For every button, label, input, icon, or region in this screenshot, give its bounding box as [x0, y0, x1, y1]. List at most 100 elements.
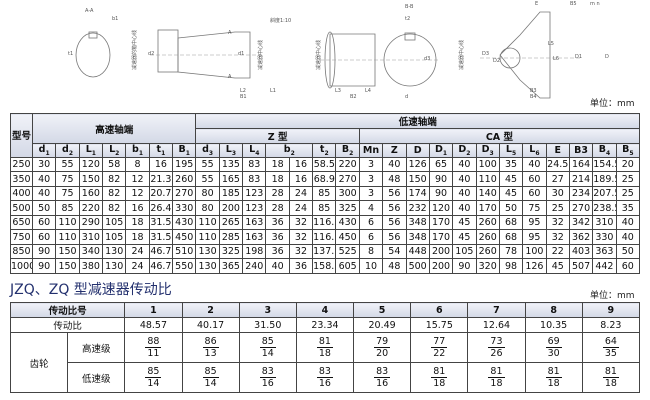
- ca-type-header: CA 型: [358, 128, 641, 144]
- subscript: 1: [45, 149, 50, 157]
- value-cell: 50: [615, 243, 641, 260]
- value-cell: 40: [31, 171, 57, 187]
- column-header-b1: B1: [172, 143, 197, 158]
- main-unit-label: 单位：mm: [590, 99, 635, 109]
- value-cell: 135: [218, 156, 244, 173]
- value-cell: 60: [522, 171, 547, 187]
- subscript: 1: [138, 149, 144, 157]
- value-cell: 165: [218, 171, 244, 187]
- value-cell: 36: [265, 243, 290, 260]
- value-cell: 130: [102, 243, 127, 260]
- value-cell: 200: [428, 243, 454, 260]
- value-cell: 4: [358, 200, 384, 216]
- z-type-header: Z 型: [195, 128, 360, 144]
- numerator: 79: [374, 336, 391, 348]
- value-cell: 137.5: [312, 243, 337, 260]
- value-cell: 442: [592, 258, 617, 274]
- diagram-label: t2: [405, 16, 410, 22]
- value-cell: 150: [405, 171, 430, 187]
- value-cell: 110: [195, 214, 220, 231]
- diagram-label: D3: [482, 51, 489, 57]
- centerline-label: 减速器中心线: [458, 40, 465, 70]
- subscript: 2: [115, 149, 120, 157]
- value-cell: 82: [102, 200, 127, 216]
- value-cell: 40: [265, 258, 290, 274]
- high-stage-teeth: 81 18: [295, 332, 355, 363]
- value-cell: 20.7: [148, 185, 174, 202]
- high-stage-teeth: 77 22: [410, 332, 469, 363]
- value-cell: 85: [312, 200, 337, 216]
- subscript: 2: [324, 149, 329, 157]
- table-row: 750 60 110 310 105 18 31.5 450 110 285 163 36 32 116.…: [10, 229, 641, 245]
- column-header-d3: d3: [195, 143, 220, 158]
- value-cell: 68.9: [312, 171, 337, 187]
- value-cell: 265: [218, 214, 244, 231]
- column-header-d2: d2: [55, 143, 80, 158]
- value-cell: 260: [172, 171, 197, 187]
- diagram-label: d2: [148, 51, 154, 57]
- value-cell: 55: [55, 156, 80, 173]
- value-cell: 450: [335, 229, 360, 245]
- low-speed-header: 低速轴端: [195, 113, 640, 129]
- diagram-label: B-B: [405, 4, 414, 10]
- value-cell: 24: [125, 258, 150, 274]
- value-cell: 48: [382, 258, 407, 274]
- value-cell: 16: [148, 156, 174, 173]
- value-cell: 65: [428, 156, 454, 173]
- column-header-l2: L2: [102, 143, 127, 158]
- teeth-fraction: 88 11: [145, 336, 162, 359]
- model-cell: 500: [10, 200, 33, 216]
- value-cell: 310: [592, 214, 617, 231]
- denominator: 18: [547, 378, 560, 389]
- value-cell: 123: [242, 200, 267, 216]
- value-cell: 238.5: [592, 200, 617, 216]
- value-cell: 50: [498, 200, 524, 216]
- value-cell: 100: [475, 156, 500, 173]
- ratio-value: 12.64: [467, 317, 526, 333]
- denominator: 16: [376, 378, 389, 389]
- value-cell: 54: [382, 243, 407, 260]
- column-header-l5: L5: [498, 143, 524, 158]
- value-cell: 342: [568, 214, 594, 231]
- model-cell: 850: [10, 243, 33, 260]
- value-cell: 40: [452, 171, 477, 187]
- value-cell: 365: [218, 258, 244, 274]
- ratio-value: 10.35: [524, 317, 583, 333]
- column-header-d1: d1: [31, 143, 57, 158]
- value-cell: 35: [498, 156, 524, 173]
- numerator: 81: [488, 366, 505, 378]
- value-cell: 3: [358, 185, 384, 202]
- value-cell: 24.5: [545, 156, 570, 173]
- value-cell: 185: [218, 185, 244, 202]
- diagram-label: L2: [240, 88, 246, 94]
- value-cell: 40: [31, 185, 57, 202]
- value-cell: 12: [125, 185, 150, 202]
- value-cell: 40: [382, 156, 407, 173]
- diagram-label: L6: [553, 56, 559, 62]
- value-cell: 18: [265, 156, 290, 173]
- diagram-label: 斜度1:10: [270, 17, 291, 24]
- value-cell: 170: [475, 200, 500, 216]
- value-cell: 25: [615, 185, 641, 202]
- column-header-t2: t2: [312, 143, 337, 158]
- column-header-l6: L6: [522, 143, 547, 158]
- subscript: 2: [349, 149, 354, 157]
- subscript: 6: [535, 149, 540, 157]
- ratio-value: 20.49: [353, 317, 412, 333]
- value-cell: 28: [265, 200, 290, 216]
- column-header-z: Z: [382, 143, 407, 158]
- numerator: 83: [374, 366, 391, 378]
- diagram-label: L3: [335, 88, 341, 94]
- high-stage-teeth: 85 14: [238, 332, 297, 363]
- denominator: 14: [147, 378, 160, 389]
- table-row: 1000901503801302446.75501303652404036158…: [10, 258, 641, 274]
- value-cell: 3: [358, 156, 384, 173]
- value-cell: 40: [452, 200, 477, 216]
- value-cell: 78: [498, 243, 524, 260]
- value-cell: 32: [288, 214, 314, 231]
- denominator: 16: [318, 378, 331, 389]
- numerator: 88: [145, 336, 162, 348]
- ratio-table-title: JZQ、ZQ 型减速器传动比: [10, 282, 172, 298]
- denominator: 18: [604, 378, 617, 389]
- value-cell: 32: [288, 243, 314, 260]
